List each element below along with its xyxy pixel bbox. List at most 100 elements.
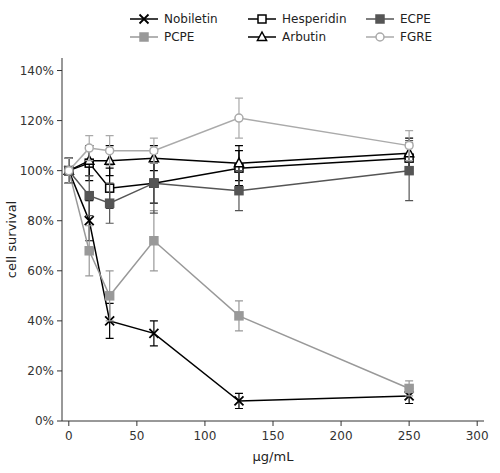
marker xyxy=(85,192,93,200)
y-axis-line xyxy=(62,58,63,421)
x-tick-label: 250 xyxy=(398,429,421,443)
marker xyxy=(65,167,73,175)
marker xyxy=(150,179,158,187)
x-tick-label: 300 xyxy=(466,429,489,443)
error-bar xyxy=(65,158,73,183)
marker xyxy=(65,167,73,175)
legend-item: FGRE xyxy=(366,30,432,44)
legend-item: Nobiletin xyxy=(130,12,218,26)
y-tick xyxy=(57,320,62,321)
x-tick xyxy=(409,421,410,426)
marker xyxy=(106,147,114,155)
marker xyxy=(150,237,158,245)
legend-label: Hesperidin xyxy=(282,12,346,26)
x-tick xyxy=(341,421,342,426)
x-tick xyxy=(68,421,69,426)
marker xyxy=(65,167,73,175)
y-axis-label: cell survival xyxy=(4,201,19,278)
y-tick xyxy=(57,70,62,71)
x-tick-label: 0 xyxy=(65,429,73,443)
error-bar xyxy=(85,176,93,216)
legend-label: FGRE xyxy=(400,30,432,44)
y-tick-label: 100% xyxy=(20,164,54,178)
error-bar xyxy=(405,131,413,161)
series xyxy=(65,158,413,396)
error-bar xyxy=(65,158,73,183)
error-bar xyxy=(65,158,73,183)
y-tick-label: 120% xyxy=(20,114,54,128)
x-tick xyxy=(136,421,137,426)
error-bar xyxy=(405,381,413,396)
marker xyxy=(65,167,73,175)
y-tick xyxy=(57,270,62,271)
marker xyxy=(405,167,413,175)
marker xyxy=(235,114,243,122)
marker xyxy=(85,247,93,255)
marker xyxy=(85,216,94,225)
series-line xyxy=(69,171,409,401)
series-line xyxy=(69,171,409,389)
legend-marker xyxy=(140,15,149,24)
series xyxy=(65,141,413,224)
chart: 0501001502002503000%20%40%60%80%100%120%… xyxy=(0,0,500,473)
marker xyxy=(405,384,413,392)
error-bar xyxy=(106,136,114,166)
axes: 0501001502002503000%20%40%60%80%100%120%… xyxy=(20,58,489,443)
marker xyxy=(150,147,158,155)
error-bar xyxy=(65,158,73,183)
legend-marker xyxy=(140,33,148,41)
legend-label: PCPE xyxy=(164,30,194,44)
legend-item: Arbutin xyxy=(248,30,326,44)
x-tick xyxy=(477,421,478,426)
marker xyxy=(234,158,243,167)
x-tick-label: 200 xyxy=(330,429,353,443)
legend-item: ECPE xyxy=(366,12,431,26)
x-tick xyxy=(204,421,205,426)
legend-marker xyxy=(257,32,266,41)
marker xyxy=(235,312,243,320)
error-bar xyxy=(235,393,243,408)
y-tick-label: 20% xyxy=(27,364,54,378)
error-bar xyxy=(150,138,158,163)
y-tick-label: 80% xyxy=(27,214,54,228)
marker xyxy=(150,179,158,187)
error-bar xyxy=(65,158,73,183)
error-bar xyxy=(150,321,158,346)
x-tick-label: 150 xyxy=(262,429,285,443)
y-tick xyxy=(57,370,62,371)
legend-item: PCPE xyxy=(130,30,194,44)
legend-item: Hesperidin xyxy=(248,12,346,26)
error-bar xyxy=(85,136,93,161)
error-bar xyxy=(405,141,413,201)
plot-area xyxy=(64,98,414,408)
error-bar xyxy=(235,171,243,211)
error-bar xyxy=(150,211,158,271)
x-axis-label: μg/mL xyxy=(253,449,295,464)
x-tick xyxy=(273,421,274,426)
error-bar xyxy=(106,271,114,321)
legend-marker xyxy=(376,15,384,23)
marker xyxy=(64,166,73,175)
error-bar xyxy=(85,226,93,276)
y-tick-label: 60% xyxy=(27,264,54,278)
error-bar xyxy=(235,98,243,138)
y-tick xyxy=(57,120,62,121)
legend: Nobiletin PCPE Hesperidin Arbutin ECPE FGRE xyxy=(130,12,432,44)
y-tick xyxy=(57,421,62,422)
error-bar xyxy=(106,183,114,223)
marker xyxy=(235,187,243,195)
y-tick xyxy=(57,220,62,221)
error-bar xyxy=(235,301,243,331)
series xyxy=(65,98,413,183)
x-tick-label: 50 xyxy=(129,429,144,443)
marker xyxy=(149,329,158,338)
y-tick-label: 140% xyxy=(20,64,54,78)
legend-label: Nobiletin xyxy=(164,12,218,26)
legend-marker xyxy=(258,15,266,23)
y-tick-label: 0% xyxy=(35,414,54,428)
x-tick-label: 100 xyxy=(193,429,216,443)
legend-label: Arbutin xyxy=(282,30,326,44)
series xyxy=(64,158,413,408)
marker xyxy=(405,142,413,150)
legend-marker xyxy=(376,33,384,41)
